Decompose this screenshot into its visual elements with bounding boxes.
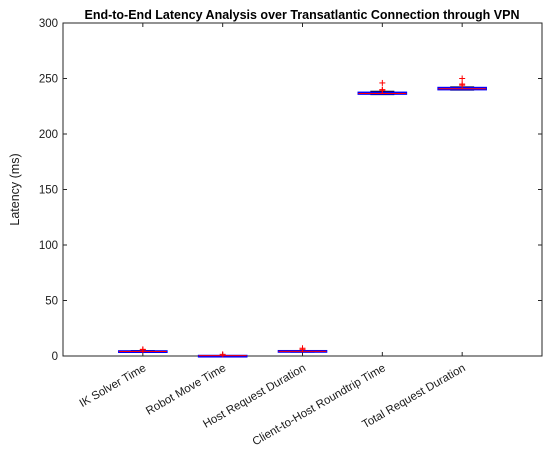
box-group bbox=[277, 345, 328, 353]
box-group bbox=[197, 351, 248, 358]
outlier-point bbox=[379, 79, 386, 86]
x-tick-label: IK Solver Time bbox=[78, 362, 149, 410]
y-tick-label: 0 bbox=[52, 351, 58, 363]
y-tick-label: 150 bbox=[39, 185, 58, 197]
y-tick-label: 100 bbox=[39, 240, 58, 252]
x-tick-label: Robot Move Time bbox=[144, 362, 228, 417]
box-series bbox=[118, 75, 487, 358]
outlier-point bbox=[219, 351, 226, 358]
y-axis-label: Latency (ms) bbox=[8, 153, 22, 225]
outlier-point bbox=[299, 345, 306, 352]
plot-area bbox=[62, 22, 543, 357]
box-group bbox=[118, 346, 168, 354]
y-tick-label: 50 bbox=[45, 296, 58, 308]
x-tick-label: Client-to-Host Roundtrip Time bbox=[251, 362, 388, 448]
outlier-point bbox=[139, 346, 146, 353]
chart-title: End-to-End Latency Analysis over Transat… bbox=[84, 8, 519, 22]
outlier-point bbox=[379, 86, 386, 93]
y-tick-label: 200 bbox=[39, 129, 58, 141]
y-tick-label: 250 bbox=[39, 74, 58, 86]
box-group bbox=[357, 79, 408, 96]
outlier-point bbox=[459, 81, 466, 88]
box-group bbox=[437, 75, 487, 91]
y-axis: 0 50 100 150 200 250 300 bbox=[39, 18, 542, 363]
y-tick-label: 300 bbox=[39, 18, 58, 30]
outlier-point bbox=[459, 75, 466, 82]
